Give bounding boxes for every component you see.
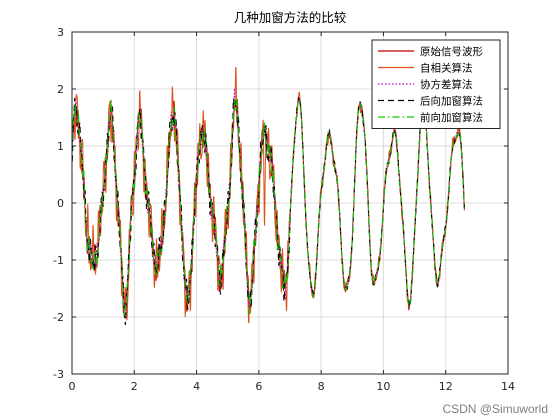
y-tick-label: -3 [53, 368, 64, 381]
x-tick-label: 0 [69, 380, 76, 393]
legend-label: 后向加窗算法 [420, 95, 483, 108]
y-tick-label: 3 [57, 26, 64, 39]
y-tick-label: 2 [57, 83, 64, 96]
y-tick-label: 1 [57, 140, 64, 153]
legend-label: 协方差算法 [420, 78, 473, 91]
series-line-5 [71, 94, 465, 317]
x-tick-label: 12 [439, 380, 453, 393]
series-layer [71, 66, 465, 326]
legend-label: 原始信号波形 [420, 45, 483, 58]
legend-label: 自相关算法 [420, 62, 473, 75]
series-line-4 [71, 93, 465, 326]
x-tick-label: 4 [193, 380, 200, 393]
y-tick-label: -1 [53, 254, 64, 267]
x-tick-label: 8 [318, 380, 325, 393]
chart-title: 几种加窗方法的比较 [234, 10, 347, 25]
y-tick-label: 0 [57, 197, 64, 210]
x-tick-label: 10 [376, 380, 390, 393]
x-tick-label: 14 [501, 380, 515, 393]
y-tick-label: -2 [53, 311, 64, 324]
watermark-text: CSDN @Simuworld [442, 402, 548, 416]
x-tick-label: 2 [131, 380, 138, 393]
x-tick-label: 6 [255, 380, 262, 393]
legend-label: 前向加窗算法 [420, 111, 483, 124]
